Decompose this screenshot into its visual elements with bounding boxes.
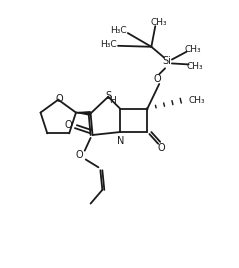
Text: CH₃: CH₃ (186, 62, 203, 71)
Text: H₃C: H₃C (100, 40, 117, 49)
Text: CH₃: CH₃ (151, 18, 168, 27)
Text: O: O (76, 150, 84, 159)
Polygon shape (76, 111, 91, 116)
Text: CH₃: CH₃ (184, 45, 201, 54)
Text: O: O (157, 143, 165, 153)
Text: CH₃: CH₃ (189, 96, 205, 105)
Text: O: O (55, 94, 63, 104)
Text: O: O (153, 74, 161, 84)
Text: N: N (117, 136, 125, 146)
Text: O: O (64, 120, 72, 130)
Text: Si: Si (163, 57, 171, 66)
Text: H₃C: H₃C (110, 26, 126, 35)
Text: H: H (109, 96, 115, 105)
Text: S: S (105, 91, 111, 101)
